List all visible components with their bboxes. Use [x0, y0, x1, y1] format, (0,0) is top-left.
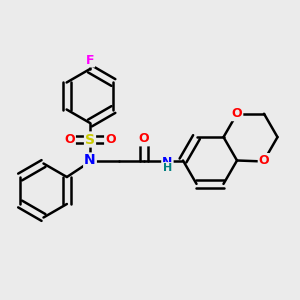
Text: O: O: [64, 133, 75, 146]
Text: O: O: [259, 154, 269, 167]
Text: O: O: [232, 107, 242, 120]
Text: N: N: [84, 154, 96, 167]
Text: O: O: [139, 132, 149, 146]
Text: O: O: [105, 133, 116, 146]
Text: F: F: [86, 53, 94, 67]
Text: H: H: [163, 163, 172, 173]
Text: N: N: [162, 156, 172, 170]
Text: S: S: [85, 133, 95, 146]
